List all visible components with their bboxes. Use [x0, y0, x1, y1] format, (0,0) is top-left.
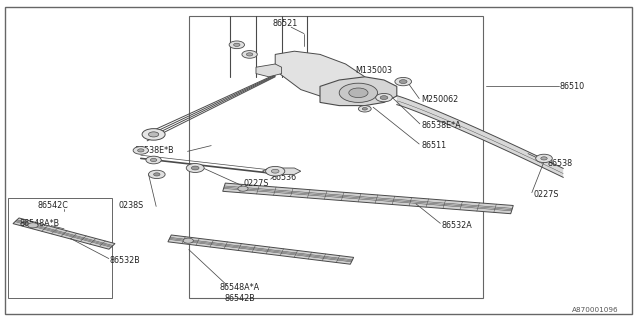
Polygon shape — [256, 64, 282, 77]
Text: 86538E*A: 86538E*A — [421, 121, 461, 130]
Circle shape — [138, 149, 144, 152]
Text: 86542B: 86542B — [225, 294, 255, 303]
Text: 0227S: 0227S — [243, 180, 269, 188]
Text: 86532B: 86532B — [109, 256, 140, 265]
Bar — [8, 198, 112, 298]
Circle shape — [186, 164, 204, 172]
Circle shape — [380, 96, 388, 100]
Polygon shape — [13, 218, 115, 249]
Polygon shape — [275, 51, 365, 96]
Text: 86532A: 86532A — [442, 221, 472, 230]
Polygon shape — [223, 183, 513, 214]
Polygon shape — [168, 235, 354, 264]
Circle shape — [154, 173, 160, 176]
Circle shape — [339, 83, 378, 102]
Text: 86538: 86538 — [548, 159, 573, 168]
Text: 86548A*B: 86548A*B — [19, 220, 60, 228]
Circle shape — [358, 106, 371, 112]
Circle shape — [148, 170, 165, 179]
Circle shape — [536, 154, 552, 163]
Circle shape — [183, 238, 193, 243]
Text: 86510: 86510 — [560, 82, 585, 91]
Circle shape — [395, 77, 412, 86]
Text: 86511: 86511 — [421, 141, 446, 150]
Circle shape — [541, 157, 547, 160]
Circle shape — [376, 93, 392, 102]
Polygon shape — [262, 168, 301, 174]
Polygon shape — [320, 77, 397, 106]
Circle shape — [242, 51, 257, 58]
Bar — [189, 16, 483, 298]
Circle shape — [229, 41, 244, 49]
Text: M135003: M135003 — [355, 66, 392, 75]
Circle shape — [133, 147, 148, 154]
Circle shape — [150, 158, 157, 162]
Text: A870001096: A870001096 — [572, 307, 618, 313]
Circle shape — [148, 132, 159, 137]
Circle shape — [266, 166, 285, 176]
Text: M250062: M250062 — [421, 95, 458, 104]
Text: 86536: 86536 — [272, 173, 297, 182]
Circle shape — [234, 43, 240, 46]
Text: 0238S: 0238S — [118, 201, 143, 210]
Text: 86538E*B: 86538E*B — [134, 146, 174, 155]
Circle shape — [271, 169, 279, 173]
Circle shape — [349, 88, 368, 98]
Circle shape — [191, 166, 199, 170]
Circle shape — [28, 223, 38, 228]
Text: 86548A*A: 86548A*A — [220, 284, 260, 292]
Text: 86542C: 86542C — [37, 201, 68, 210]
Text: 0227S: 0227S — [533, 190, 559, 199]
Circle shape — [238, 186, 248, 191]
Text: 86521: 86521 — [272, 20, 298, 28]
Circle shape — [146, 156, 161, 164]
Circle shape — [362, 108, 367, 110]
Circle shape — [142, 129, 165, 140]
Circle shape — [246, 53, 253, 56]
Circle shape — [399, 80, 407, 84]
